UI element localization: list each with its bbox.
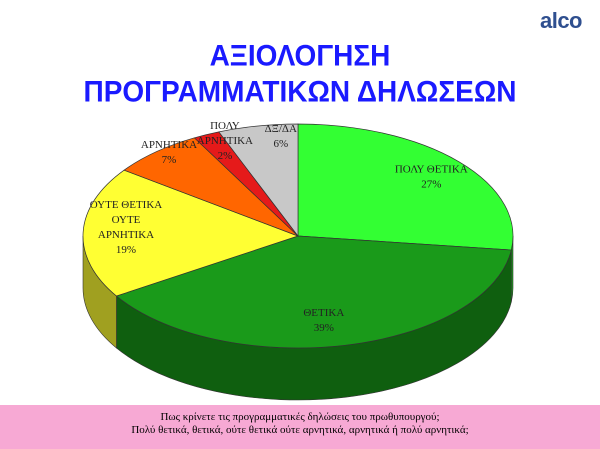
pie-slice-5 [218,123,299,238]
pie-slice-2 [82,169,300,297]
slice-value-label-2: 19% [116,244,136,256]
footer-line-1: Πως κρίνετε τις προγραμματικές δηλώσεις … [160,411,440,423]
slice-value-label-4: 2% [218,150,233,162]
footer-line-2: Πολύ θετικά, θετικά, ούτε θετικά ούτε αρ… [131,424,469,436]
slice-value-label-1: 39% [314,322,334,334]
slice-value-label-3: 7% [162,154,177,166]
slice-category-label-2: ΟΥΤΕ [112,214,141,226]
title-line-2: ΠΡΟΓΡΑΜΜΑΤΙΚΩΝ ΔΗΛΩΣΕΩΝ [83,75,517,108]
pie-tops [82,123,514,349]
slice-category-label-4: ΑΡΝΗΤΙΚΑ [197,135,253,147]
pie-labels: ΠΟΛΥ ΘΕΤΙΚΑ 27% ΘΕΤΙΚΑ 39% ΟΥΤΕ ΘΕΤΙΚΑ ΟΥΤΕ ΑΡ… [90,120,468,334]
pie-slice-0 [297,123,514,251]
slice-value-label-5: 6% [273,138,288,150]
title-line-1: ΑΞΙΟΛΟΓΗΣΗ [209,39,391,72]
alco-logo: alco [539,8,583,33]
pie-chart: ΠΟΛΥ ΘΕΤΙΚΑ 27% ΘΕΤΙΚΑ 39% ΟΥΤΕ ΘΕΤΙΚΑ ΟΥΤΕ ΑΡ… [82,120,514,401]
slice-category-label-2: ΟΥΤΕ ΘΕΤΙΚΑ [90,199,163,211]
slice-category-label-2: ΑΡΝΗΤΙΚΑ [98,229,154,241]
slice-category-label-4: ΠΟΛΥ [210,120,240,132]
slice-category-label-1: ΘΕΤΙΚΑ [303,307,344,319]
question-footer: Πως κρίνετε τις προγραμματικές δηλώσεις … [0,405,600,449]
slice-category-label-5: ΔΞ/ΔΑ [265,123,297,135]
pie-slice-1 [115,235,512,349]
slice-category-label-0: ΠΟΛΥ ΘΕΤΙΚΑ [395,164,468,176]
page-title: ΑΞΙΟΛΟΓΗΣΗ ΠΡΟΓΡΑΜΜΑΤΙΚΩΝ ΔΗΛΩΣΕΩΝ [0,38,600,109]
slice-value-label-0: 27% [421,179,441,191]
slice-category-label-3: ΑΡΝΗΤΙΚΑ [141,139,197,151]
